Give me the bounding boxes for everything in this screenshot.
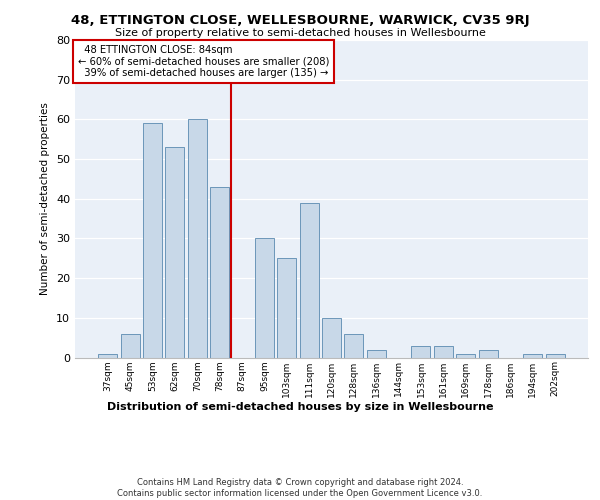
Bar <box>98 354 118 358</box>
Text: Contains HM Land Registry data © Crown copyright and database right 2024.
Contai: Contains HM Land Registry data © Crown c… <box>118 478 482 498</box>
Bar <box>121 334 140 357</box>
Bar <box>344 334 364 357</box>
Y-axis label: Number of semi-detached properties: Number of semi-detached properties <box>40 102 50 295</box>
Bar <box>367 350 386 358</box>
Bar <box>143 124 162 358</box>
Bar <box>412 346 430 358</box>
Bar <box>299 202 319 358</box>
Text: Distribution of semi-detached houses by size in Wellesbourne: Distribution of semi-detached houses by … <box>107 402 493 412</box>
Text: 48 ETTINGTON CLOSE: 84sqm
← 60% of semi-detached houses are smaller (208)
  39% : 48 ETTINGTON CLOSE: 84sqm ← 60% of semi-… <box>77 45 329 78</box>
Bar <box>210 187 229 358</box>
Bar <box>523 354 542 358</box>
Bar <box>322 318 341 358</box>
Bar <box>434 346 453 358</box>
Bar <box>255 238 274 358</box>
Bar <box>166 147 184 358</box>
Bar <box>545 354 565 358</box>
Bar <box>188 120 207 358</box>
Bar <box>479 350 497 358</box>
Text: Size of property relative to semi-detached houses in Wellesbourne: Size of property relative to semi-detach… <box>115 28 485 38</box>
Text: 48, ETTINGTON CLOSE, WELLESBOURNE, WARWICK, CV35 9RJ: 48, ETTINGTON CLOSE, WELLESBOURNE, WARWI… <box>71 14 529 27</box>
Bar <box>277 258 296 358</box>
Bar <box>456 354 475 358</box>
